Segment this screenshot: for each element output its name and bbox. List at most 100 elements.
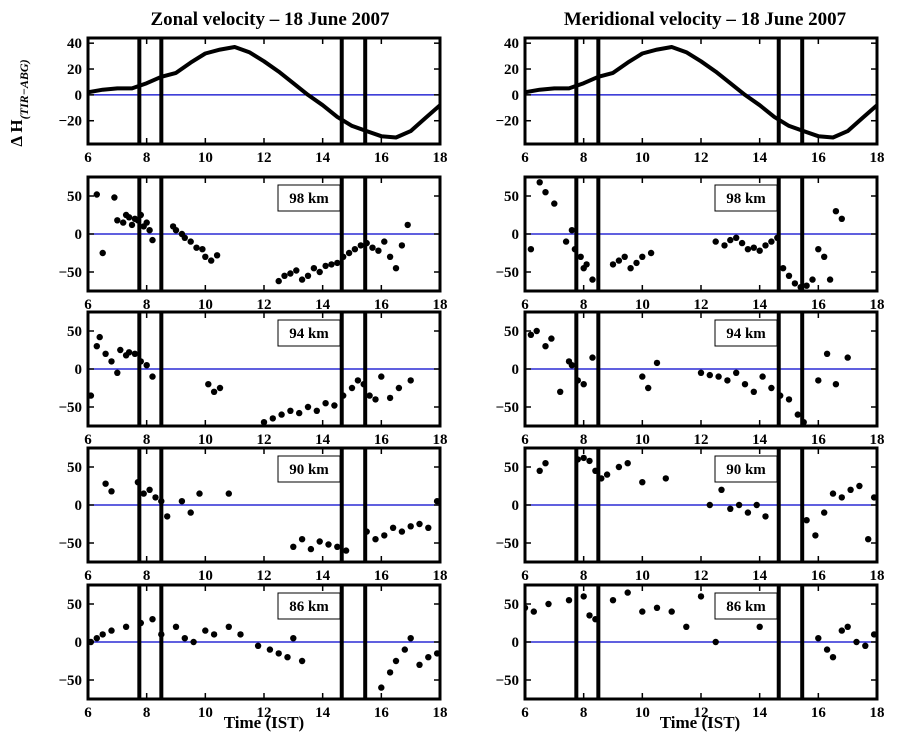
zonal-row1-point-3	[114, 217, 121, 224]
meridional-row3-point-23	[829, 490, 837, 497]
zonal-row1-panel: 6 8 10 12 14 16 18 50 0 −50 98 km	[58, 175, 448, 313]
zonal-row4-point-21	[378, 684, 385, 691]
zonal-row3-point-13	[298, 536, 306, 543]
zonal-row2-point-25	[340, 392, 347, 399]
zonal-row3-point-17	[334, 543, 341, 550]
zonal-row3-point-25	[416, 520, 423, 528]
meridional-row1-altitude-label: 98 km	[726, 191, 766, 207]
meridional-row1-point-6	[571, 246, 579, 253]
zonal-row2-point-4	[108, 358, 115, 365]
meridional-row2-point-3	[548, 335, 555, 342]
zonal-row4-point-28	[433, 650, 440, 657]
zonal-row3-point-5	[152, 494, 159, 501]
zonal-row1-point-9	[134, 217, 142, 224]
zonal-row2-point-21	[304, 403, 312, 411]
zonal-row2-ytick-label-0: 0	[75, 362, 83, 378]
meridional-row1-ytick-label-0: 0	[512, 227, 520, 243]
zonal-row1-point-42	[375, 247, 382, 254]
zonal-row2-xtick-label-6: 6	[84, 432, 92, 448]
meridional-row2-point-11	[645, 384, 652, 392]
meridional-row2-point-21	[768, 384, 775, 392]
zonal-row4-point-12	[210, 631, 218, 638]
zonal-row1-xtick-label-16: 16	[374, 297, 390, 313]
zonal-row3-xtick-label-8: 8	[143, 568, 151, 584]
meridional-row3-point-25	[847, 486, 854, 493]
meridional-row4-point-25	[870, 631, 877, 638]
zonal-row1-point-33	[322, 262, 329, 270]
zonal-row3-altitude-box	[277, 455, 341, 483]
zonal-row1-point-14	[149, 236, 156, 244]
zonal-row2-ytick-label--50: −50	[58, 400, 82, 416]
meridional-row1-point-5	[568, 227, 576, 234]
zonal-row4-xtick-label-12: 12	[257, 705, 272, 721]
zonal-row0-xtick-label-10: 10	[198, 150, 213, 166]
zonal-row2-point-9	[131, 350, 139, 357]
meridional-row4-xtick-label-10: 10	[635, 705, 650, 721]
meridional-row4-point-17	[756, 623, 763, 630]
meridional-row1-ytick-label-50: 50	[504, 189, 519, 205]
zonal-row2-xtick-label-10: 10	[198, 432, 213, 448]
zonal-row1-point-12	[143, 219, 150, 226]
meridional-row1-point-25	[756, 247, 763, 254]
meridional-row3-point-5	[592, 467, 599, 474]
zonal-row3-data	[102, 479, 440, 554]
meridional-row3-point-9	[624, 460, 631, 467]
zonal-row1-point-37	[345, 249, 353, 257]
zonal-row1-point-1	[99, 249, 106, 257]
zonal-row1-point-46	[398, 242, 406, 249]
svg-text:Δ H(TIR−ABG): Δ H(TIR−ABG)	[7, 59, 31, 146]
zonal-row4-point-2	[99, 631, 106, 638]
zonal-row1-point-43	[381, 238, 388, 245]
zonal-row3-point-26	[425, 524, 432, 531]
zonal-row1-point-16	[172, 227, 180, 234]
zonal-row3-panel: 6 8 10 12 14 16 18 50 0 −50 90 km	[58, 446, 448, 584]
zonal-row0-ytick-label--20: −20	[58, 114, 82, 130]
zonal-row1-point-21	[199, 246, 206, 253]
zonal-row4-xtick-label-16: 16	[374, 705, 390, 721]
zonal-row2-point-11	[143, 362, 150, 369]
meridional-row2-xtick-label-16: 16	[811, 432, 827, 448]
zonal-row3-point-12	[290, 543, 297, 550]
zonal-row4-point-14	[237, 631, 244, 638]
meridional-row1-data	[527, 179, 845, 291]
meridional-row3-point-11	[662, 475, 669, 482]
zonal-row4-ytick-label-0: 0	[75, 635, 83, 651]
meridional-row1-xtick-label-10: 10	[635, 297, 650, 313]
zonal-row1-point-29	[298, 276, 306, 283]
meridional-row4-xtick-label-8: 8	[580, 705, 588, 721]
zonal-row4-point-20	[298, 657, 306, 665]
meridional-row0-xtick-label-16: 16	[811, 150, 827, 166]
meridional-row4-point-20	[829, 654, 837, 661]
meridional-row4-point-4	[580, 593, 587, 600]
zonal-row2-data	[88, 333, 414, 426]
meridional-row1-ytick-label--50: −50	[495, 265, 519, 281]
meridional-row1-point-31	[791, 280, 799, 287]
zonal-row3-point-24	[407, 523, 414, 530]
meridional-row3-xtick-label-10: 10	[635, 568, 650, 584]
meridional-row1-point-14	[627, 265, 634, 272]
meridional-row4-point-24	[862, 642, 869, 649]
meridional-row3-point-17	[753, 501, 760, 509]
zonal-row4-point-18	[284, 654, 291, 661]
zonal-row2-point-6	[117, 346, 124, 354]
zonal-row3-point-15	[316, 538, 323, 545]
meridional-row3-xtick-label-18: 18	[870, 568, 885, 584]
zonal-row3-ytick-label-0: 0	[75, 498, 83, 514]
meridional-row4-point-7	[609, 597, 617, 604]
zonal-row4-panel: 6 8 10 12 14 16 18 50 0 −50 86 km	[58, 583, 448, 721]
meridional-row4-panel: 6 8 10 12 14 16 18 50 0 −50 86 km	[495, 583, 885, 721]
zonal-row4-point-16	[266, 646, 274, 653]
meridional-row0-xtick-label-12: 12	[694, 150, 709, 166]
zonal-row2-point-33	[395, 384, 403, 392]
zonal-row1-point-22	[202, 253, 209, 260]
zonal-row2-point-30	[372, 396, 379, 403]
meridional-row2-ytick-label-50: 50	[504, 324, 519, 340]
meridional-row2-altitude-label: 94 km	[726, 326, 766, 342]
meridional-row4-ytick-label-50: 50	[504, 597, 519, 613]
meridional-row3-point-6	[598, 475, 605, 482]
meridional-row4-point-22	[844, 623, 851, 630]
zonal-row1-point-31	[310, 265, 318, 272]
zonal-row1-altitude-label: 98 km	[289, 191, 329, 207]
zonal-row3-point-9	[187, 509, 194, 516]
zonal-row4-data	[88, 616, 440, 691]
